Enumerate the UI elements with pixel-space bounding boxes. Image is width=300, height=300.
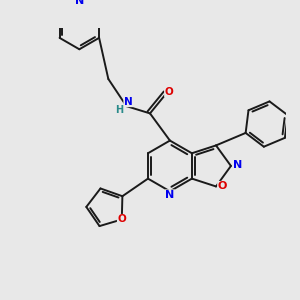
- Text: O: O: [117, 214, 126, 224]
- Text: N: N: [232, 160, 242, 170]
- Text: N: N: [124, 97, 133, 106]
- Text: N: N: [75, 0, 84, 6]
- Text: N: N: [165, 190, 175, 200]
- Text: H: H: [115, 105, 123, 115]
- Text: O: O: [165, 87, 173, 97]
- Text: O: O: [218, 182, 227, 191]
